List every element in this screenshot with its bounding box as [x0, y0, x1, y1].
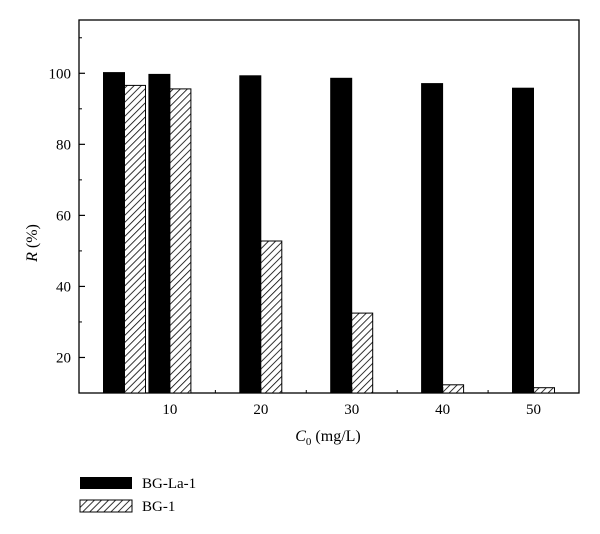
- legend-label-bg-1: BG-1: [142, 499, 175, 515]
- y-axis-title: R (%): [24, 224, 41, 263]
- bar-bg-la-1-30: [330, 77, 353, 394]
- bar-bg-1-20: [260, 240, 283, 394]
- legend-swatch-bg-1: [79, 499, 133, 513]
- bar-bg-1-5: [124, 84, 146, 394]
- bar-bg-1-50: [533, 387, 555, 394]
- y-tick-label-80: 80: [56, 137, 71, 153]
- bar-bg-la-1-10: [148, 73, 171, 394]
- y-tick-label-60: 60: [56, 208, 71, 224]
- bar-bg-la-1-50: [512, 87, 534, 394]
- y-tick-label-40: 40: [56, 279, 71, 295]
- bar-bg-1-10: [169, 88, 192, 394]
- y-tick-label-20: 20: [56, 350, 71, 366]
- bar-bg-1-40: [442, 384, 465, 394]
- bar-bg-la-1-40: [421, 83, 444, 394]
- x-axis-title: C0 (mg/L): [295, 428, 361, 448]
- x-tick-label-50: 50: [526, 402, 541, 418]
- x-tick-label-10: 10: [162, 402, 177, 418]
- bar-bg-1-30: [351, 312, 374, 394]
- legend-swatch-bg-la-1: [80, 477, 132, 489]
- plot-frame: [78, 19, 580, 394]
- bar-bg-la-1-5: [103, 72, 125, 394]
- bars: [103, 72, 555, 394]
- legend: BG-La-1 BG-1: [79, 476, 196, 515]
- x-tick-label-30: 30: [344, 402, 359, 418]
- ticks: 20 40 60 80 100 10 20 30 40 50: [49, 37, 541, 418]
- plot-area: [78, 19, 580, 394]
- legend-label-bg-la-1: BG-La-1: [142, 476, 196, 492]
- x-tick-label-20: 20: [253, 402, 268, 418]
- x-tick-label-40: 40: [435, 402, 450, 418]
- y-tick-label-100: 100: [49, 66, 72, 82]
- bar-bg-la-1-20: [239, 75, 262, 394]
